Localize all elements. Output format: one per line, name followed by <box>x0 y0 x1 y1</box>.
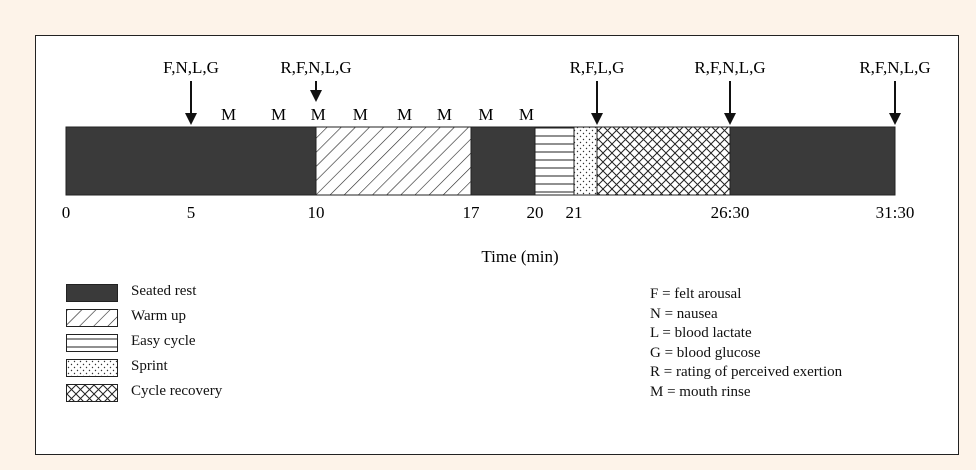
segment-sprint <box>573 126 598 196</box>
legend-swatch-crosshatch <box>66 384 118 402</box>
figure-frame: 0 5 10 17 20 21 26:30 31:30 F,N,L,G R,F,N,L,G R,F… <box>35 35 959 455</box>
mouth-rinse-marker: M <box>221 105 236 124</box>
measurement-label: R,F,N,L,G <box>859 58 930 77</box>
legend-swatch-horizontal <box>66 334 118 352</box>
segment-seated-rest <box>65 126 317 196</box>
segment-seated-rest <box>470 126 536 196</box>
mouth-rinse-marker: M <box>397 105 412 124</box>
legend-swatch-solid <box>66 284 118 302</box>
time-axis-label: Time (min) <box>481 247 558 266</box>
measurement-arrow-head <box>185 113 197 125</box>
tick-label: 21 <box>566 203 583 222</box>
tick-label: 0 <box>62 203 71 222</box>
tick-label: 5 <box>187 203 196 222</box>
legend-label: Easy cycle <box>131 333 196 349</box>
timeline-diagram: 0 5 10 17 20 21 26:30 31:30 F,N,L,G R,F,N,L,G R,F… <box>62 58 931 266</box>
tick-label: 26:30 <box>711 203 750 222</box>
mouth-rinse-marker: M <box>271 105 286 124</box>
abbreviation-entry: G = blood glucose <box>650 344 761 361</box>
mouth-rinse-marker: M <box>353 105 368 124</box>
measurement-marker: R,F,N,L,G <box>859 58 931 125</box>
abbreviation-entry: R = rating of perceived exertion <box>650 364 843 380</box>
legend-label: Cycle recovery <box>131 383 223 399</box>
measurement-label: R,F,N,L,G <box>694 58 765 77</box>
mouth-rinse-marker: M <box>437 105 452 124</box>
measurement-marker: F,N,L,G <box>163 58 219 125</box>
abbreviation-entry: F = felt arousal <box>650 286 742 302</box>
legend-swatch-dots <box>66 359 118 377</box>
measurement-marker: R,F,L,G <box>570 58 625 125</box>
segment-seated-rest <box>729 126 896 196</box>
mouth-rinse-marker: M <box>519 105 534 124</box>
segment-warm-up <box>315 126 472 196</box>
measurement-arrow-head <box>724 113 736 125</box>
measurement-label: R,F,L,G <box>570 58 625 77</box>
tick-label: 17 <box>463 203 481 222</box>
measurement-arrow-head <box>591 113 603 125</box>
measurement-marker: R,F,N,L,G <box>280 58 352 102</box>
mouth-rinse-marker: M <box>478 105 493 124</box>
abbreviation-entry: N = nausea <box>650 305 718 322</box>
measurement-marker: R,F,N,L,G <box>694 58 766 125</box>
legend-label: Warm up <box>131 308 187 324</box>
abbreviation-legend: F = felt arousal N = nausea L = blood lact… <box>650 285 842 402</box>
mouth-rinse-marker: M <box>311 105 326 124</box>
segment-cycle-recovery <box>596 126 731 196</box>
legend-label: Seated rest <box>131 283 197 299</box>
tick-label: 31:30 <box>876 203 915 222</box>
legend-swatch-diagonal <box>66 309 118 327</box>
segment-easy-cycle <box>534 126 575 196</box>
measurement-arrow-head <box>889 113 901 125</box>
abbreviation-entry: M = mouth rinse <box>650 383 751 400</box>
tick-label: 20 <box>527 203 544 222</box>
measurement-arrow-head <box>310 90 322 102</box>
measurement-label: R,F,N,L,G <box>280 58 351 77</box>
measurement-label: F,N,L,G <box>163 58 219 77</box>
legend-label: Sprint <box>131 358 168 374</box>
abbreviation-entry: L = blood lactate <box>650 325 752 341</box>
tick-label: 10 <box>308 203 325 222</box>
